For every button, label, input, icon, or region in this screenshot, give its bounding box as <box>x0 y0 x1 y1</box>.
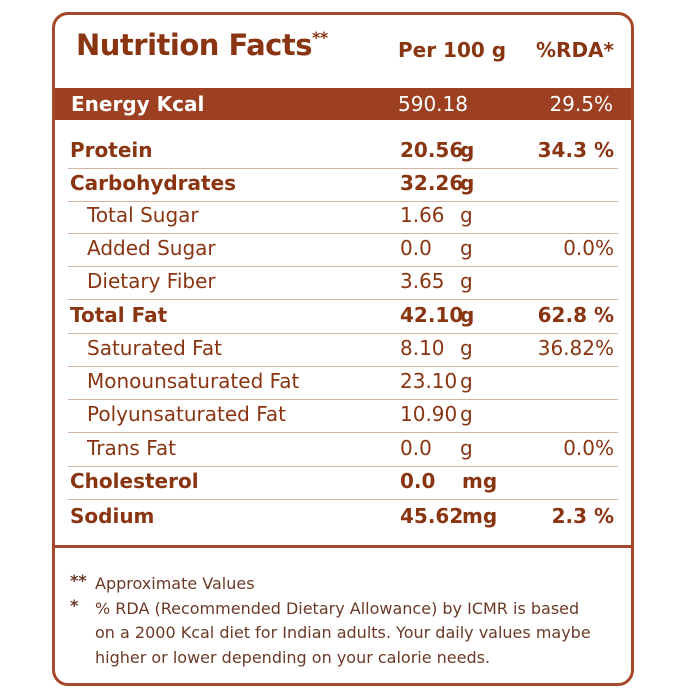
nutrient-value: 23.10 <box>400 369 458 393</box>
row-rule <box>68 332 618 334</box>
note-text: % RDA (Recommended Dietary Allowance) by… <box>95 598 580 618</box>
nutrient-rda: 34.3 % <box>537 138 614 162</box>
nutrient-value: 42.10 <box>400 303 464 327</box>
nutrient-unit: g <box>460 369 473 393</box>
note-text: Approximate Values <box>95 574 255 593</box>
row-rule <box>68 465 618 467</box>
nutrient-rda: 36.82% <box>537 336 614 360</box>
row-rule <box>68 431 618 433</box>
nutrient-name: Sodium <box>70 504 155 528</box>
row-rule <box>68 398 618 400</box>
nutrient-unit: g <box>460 138 475 162</box>
nutrient-unit: g <box>460 336 473 360</box>
nutrient-rda: 0.0% <box>563 236 614 260</box>
nutrient-value: 20.56 <box>400 138 464 162</box>
nutrient-name: Total Fat <box>70 303 168 327</box>
row-rule <box>68 298 618 300</box>
row-rule <box>68 498 618 500</box>
title-text: Nutrition Facts <box>76 28 312 62</box>
rda-label: %RDA* <box>536 38 614 62</box>
row-rule <box>68 200 618 202</box>
nutrient-value: 3.65 <box>400 269 445 293</box>
note-text: higher or lower depending on your calori… <box>95 647 491 667</box>
energy-rda: 29.5% <box>549 92 613 116</box>
nutrient-name: Added Sugar <box>87 236 216 260</box>
title: Nutrition Facts** <box>76 28 328 62</box>
note-mark: * <box>70 595 79 615</box>
energy-row: Energy Kcal 590.18 29.5% <box>55 88 631 120</box>
nutrient-value: 1.66 <box>400 203 445 227</box>
nutrient-value: 8.10 <box>400 336 445 360</box>
nutrient-value: 45.62 <box>400 504 464 528</box>
row-rule <box>68 167 618 169</box>
nutrient-name: Total Sugar <box>87 203 199 227</box>
nutrient-name: Carbohydrates <box>70 171 237 195</box>
per-label: Per 100 g <box>398 38 507 62</box>
row-rule <box>68 365 618 367</box>
nutrient-rda: 62.8 % <box>537 303 614 327</box>
nutrient-name: Saturated Fat <box>87 336 222 360</box>
divider <box>55 545 631 548</box>
nutrient-unit: g <box>460 436 473 460</box>
note-mark: ** <box>70 571 87 590</box>
nutrient-unit: mg <box>462 504 498 528</box>
row-rule <box>68 265 618 267</box>
note-text: on a 2000 Kcal diet for Indian adults. Y… <box>95 623 591 642</box>
nutrient-name: Trans Fat <box>87 436 176 460</box>
nutrient-name: Monounsaturated Fat <box>87 369 300 393</box>
nutrient-value: 0.0 <box>400 469 436 493</box>
nutrient-name: Dietary Fiber <box>87 269 216 293</box>
nutrient-unit: mg <box>462 469 498 493</box>
nutrient-value: 32.26 <box>400 171 464 195</box>
title-mark: ** <box>311 28 328 47</box>
nutrient-unit: g <box>460 236 473 260</box>
nutrient-rda: 2.3 % <box>551 504 614 528</box>
nutrient-value: 0.0 <box>400 236 432 260</box>
nutrient-unit: g <box>460 303 475 327</box>
nutrient-unit: g <box>460 269 473 293</box>
nutrient-unit: g <box>460 203 473 227</box>
nutrient-name: Cholesterol <box>70 469 199 493</box>
energy-name: Energy Kcal <box>71 92 205 116</box>
nutrient-rda: 0.0% <box>563 436 614 460</box>
nutrient-value: 0.0 <box>400 436 432 460</box>
nutrient-name: Polyunsaturated Fat <box>87 402 286 426</box>
nutrient-unit: g <box>460 402 473 426</box>
energy-value: 590.18 <box>398 92 468 116</box>
nutrient-name: Protein <box>70 138 153 162</box>
nutrient-unit: g <box>460 171 475 195</box>
label-border <box>52 12 634 686</box>
nutrient-value: 10.90 <box>400 402 458 426</box>
row-rule <box>68 232 618 234</box>
